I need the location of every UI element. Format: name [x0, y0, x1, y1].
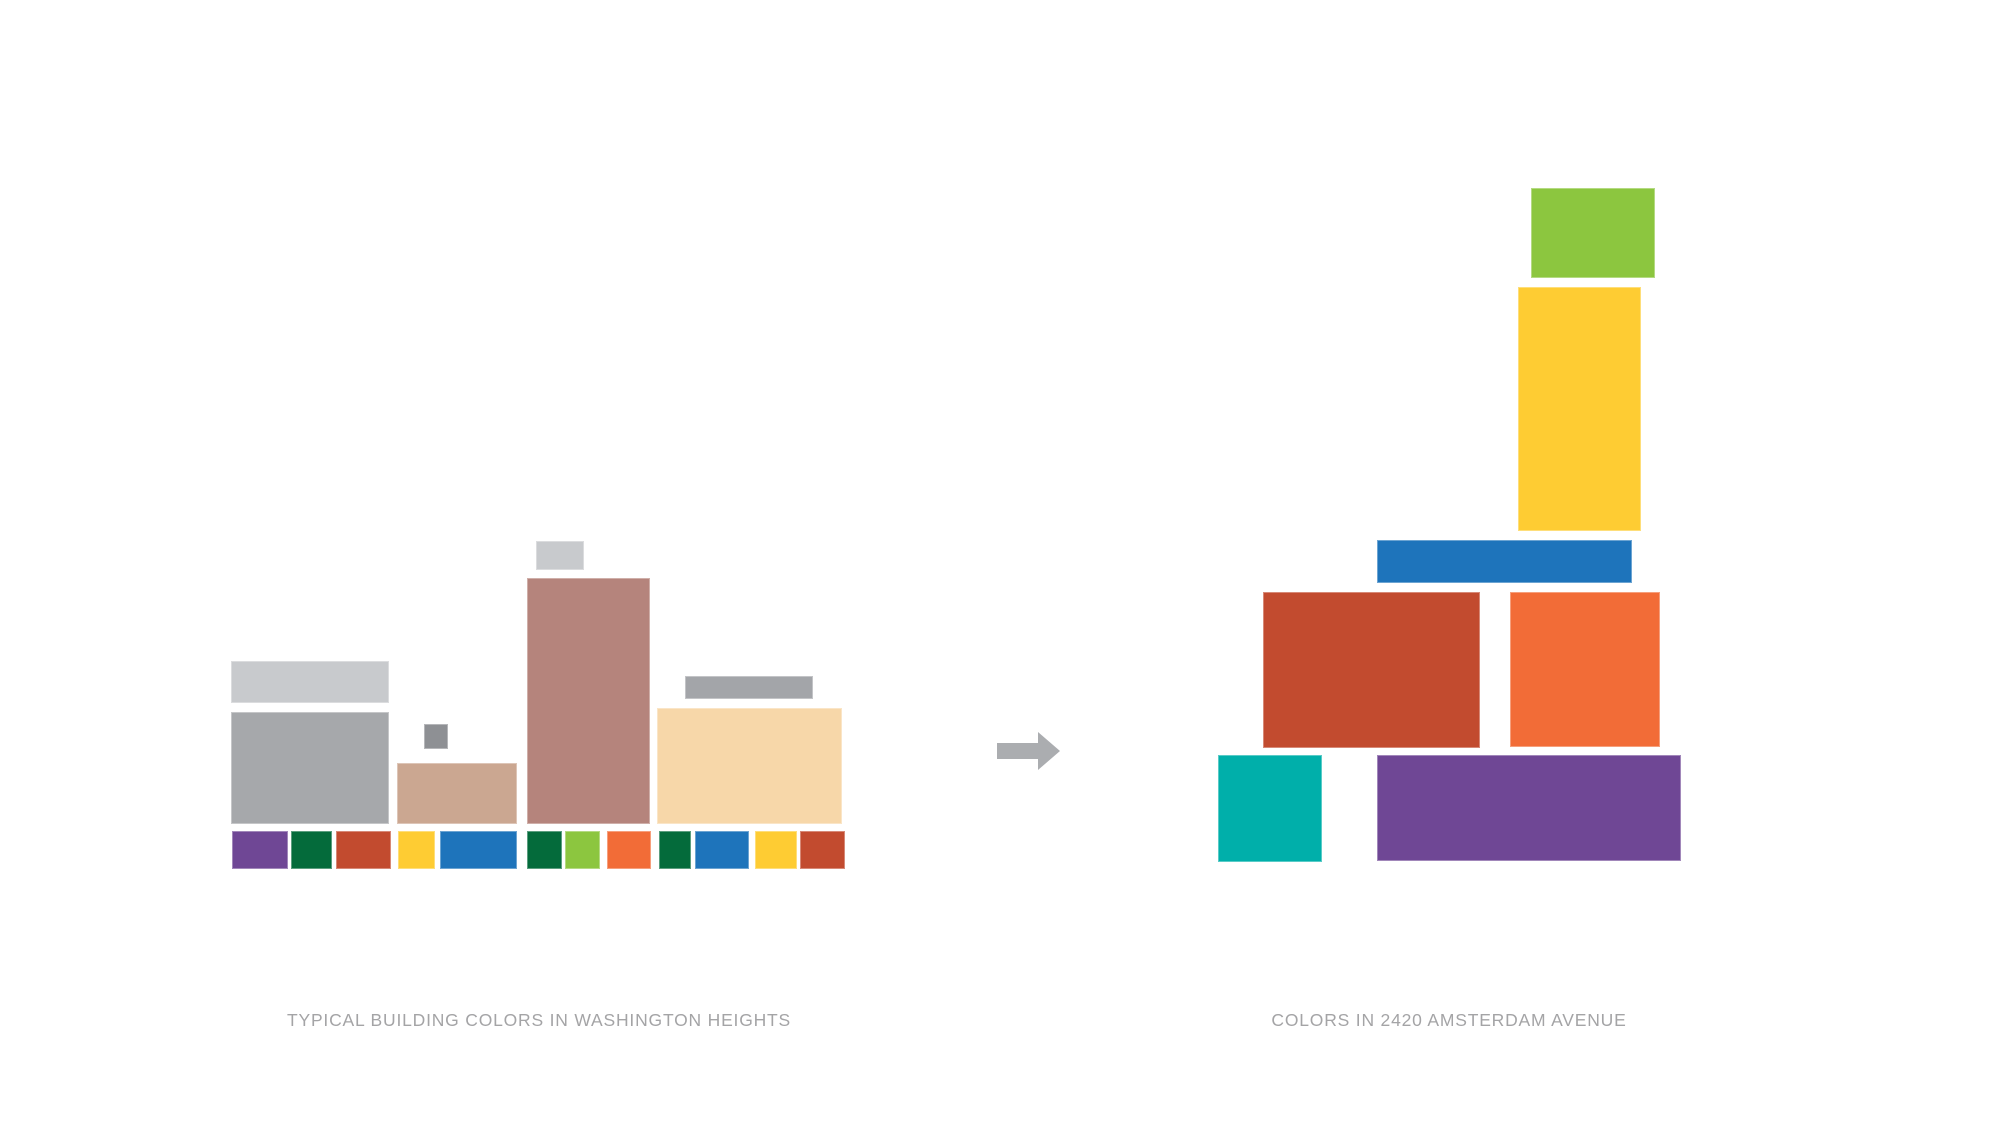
building-4-body [657, 708, 842, 824]
building-1-body [231, 712, 389, 824]
block-teal [1218, 755, 1322, 862]
block-light-green [1531, 188, 1655, 278]
swatch-brick-red [800, 831, 845, 869]
block-orange [1510, 592, 1660, 747]
block-blue [1377, 540, 1632, 583]
right-figure-caption: COLORS IN 2420 AMSTERDAM AVENUE [1271, 1010, 1627, 1030]
swatch-orange [607, 831, 651, 869]
swatch-purple [232, 831, 288, 869]
block-brick-red [1263, 592, 1480, 748]
building-2-chimney [424, 724, 448, 749]
swatch-dark-green [527, 831, 562, 869]
swatch-dark-green [659, 831, 691, 869]
right-arrow-shape [997, 732, 1060, 770]
swatch-light-green [565, 831, 600, 869]
block-yellow [1518, 287, 1641, 531]
block-purple [1377, 755, 1681, 861]
building-1-roof-bar [231, 661, 389, 703]
right-arrow-icon [997, 732, 1060, 770]
swatch-blue [695, 831, 749, 869]
swatch-blue [440, 831, 517, 869]
building-2-body [397, 763, 517, 824]
swatch-dark-green [291, 831, 332, 869]
building-4-roof-bar [685, 676, 813, 699]
swatch-yellow [398, 831, 435, 869]
swatch-brick-red [336, 831, 391, 869]
building-3-roof-cap [536, 541, 584, 570]
left-figure-caption: TYPICAL BUILDING COLORS IN WASHINGTON HE… [286, 1010, 792, 1030]
swatch-yellow [755, 831, 797, 869]
building-3-body [527, 578, 650, 824]
